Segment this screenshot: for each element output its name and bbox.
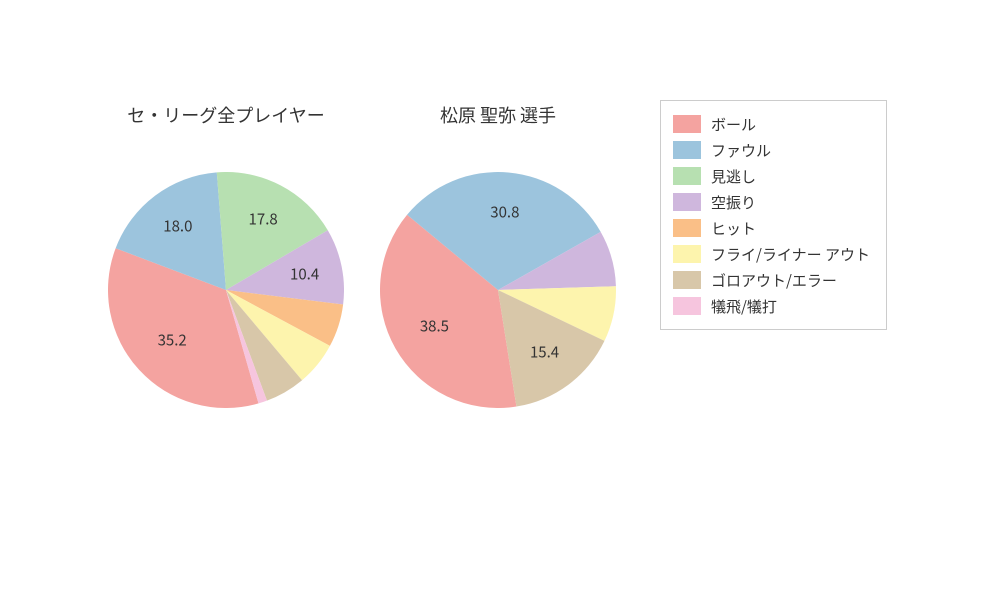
pie-label-minogashi: 17.8 xyxy=(249,208,278,229)
legend-label-sac: 犠飛/犠打 xyxy=(711,296,777,317)
legend-swatch-flyout xyxy=(673,245,701,263)
pie-chart-league xyxy=(108,172,344,408)
pie-label-groundout: 15.4 xyxy=(530,342,559,363)
legend-swatch-groundout xyxy=(673,271,701,289)
pie-label-ball: 38.5 xyxy=(420,316,449,337)
pie-svg xyxy=(108,172,344,408)
legend-swatch-hit xyxy=(673,219,701,237)
chart-container: セ・リーグ全プレイヤー 松原 聖弥 選手 ボールファウル見逃し空振りヒットフライ… xyxy=(0,0,1000,600)
legend-item-minogashi: 見逃し xyxy=(673,163,870,189)
chart-title-player: 松原 聖弥 選手 xyxy=(440,102,556,128)
legend-swatch-minogashi xyxy=(673,167,701,185)
legend-label-swing: 空振り xyxy=(711,192,756,213)
legend-label-ball: ボール xyxy=(711,114,756,135)
pie-label-swing: 10.4 xyxy=(290,263,319,284)
legend-item-ball: ボール xyxy=(673,111,870,137)
legend-swatch-ball xyxy=(673,115,701,133)
legend-item-hit: ヒット xyxy=(673,215,870,241)
chart-title-league: セ・リーグ全プレイヤー xyxy=(127,102,324,128)
legend-label-groundout: ゴロアウト/エラー xyxy=(711,270,837,291)
legend-label-flyout: フライ/ライナー アウト xyxy=(711,244,870,265)
legend-item-foul: ファウル xyxy=(673,137,870,163)
legend-item-sac: 犠飛/犠打 xyxy=(673,293,870,319)
legend-label-hit: ヒット xyxy=(711,218,756,239)
legend-item-groundout: ゴロアウト/エラー xyxy=(673,267,870,293)
pie-label-foul: 18.0 xyxy=(163,215,192,236)
legend-item-flyout: フライ/ライナー アウト xyxy=(673,241,870,267)
legend-label-minogashi: 見逃し xyxy=(711,166,756,187)
legend-label-foul: ファウル xyxy=(711,140,771,161)
legend: ボールファウル見逃し空振りヒットフライ/ライナー アウトゴロアウト/エラー犠飛/… xyxy=(660,100,887,330)
legend-item-swing: 空振り xyxy=(673,189,870,215)
pie-label-foul: 30.8 xyxy=(490,202,519,223)
legend-swatch-sac xyxy=(673,297,701,315)
legend-swatch-swing xyxy=(673,193,701,211)
legend-swatch-foul xyxy=(673,141,701,159)
pie-label-ball: 35.2 xyxy=(158,329,187,350)
